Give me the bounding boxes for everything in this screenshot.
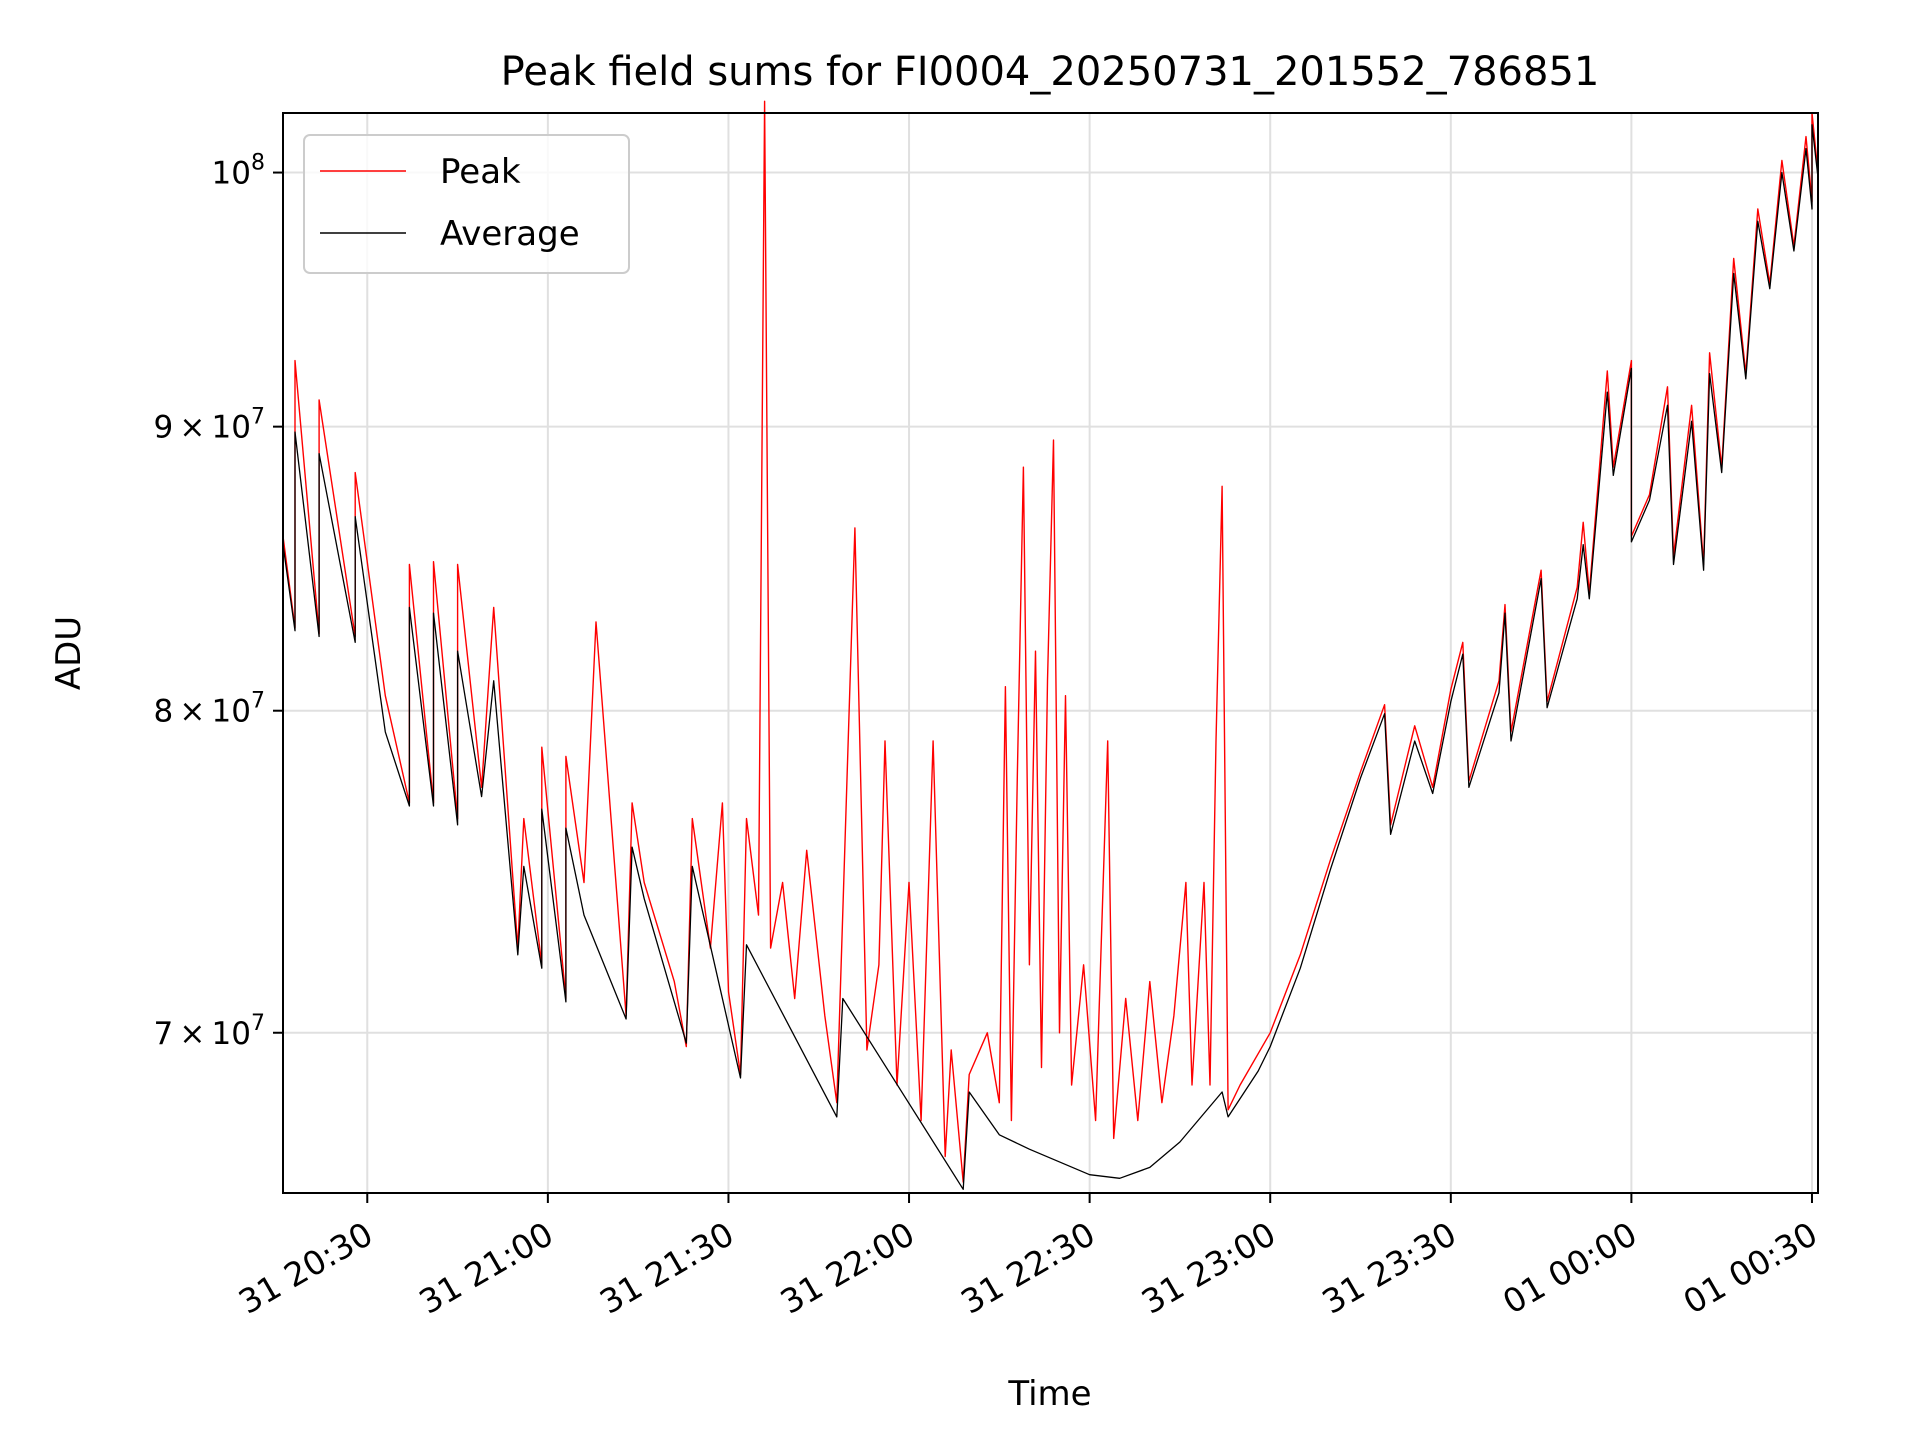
- series-layer: [282, 100, 1819, 1190]
- y-tick-label: 8 × 107: [153, 689, 265, 730]
- plot-frame: [282, 112, 1819, 1194]
- y-tick-label: 9 × 107: [153, 405, 265, 446]
- series-line-average: [282, 124, 1819, 1190]
- legend-label-average: Average: [440, 214, 580, 254]
- legend: Peak Average: [303, 134, 630, 274]
- y-axis-label: ADU: [49, 616, 89, 690]
- legend-box: [303, 134, 630, 274]
- series-line-peak: [282, 100, 1819, 1183]
- x-axis-label: Time: [1007, 1374, 1091, 1414]
- legend-label-peak: Peak: [440, 152, 521, 192]
- y-tick-label: 7 × 107: [153, 1011, 265, 1052]
- chart-title: Peak field sums for FI0004_20250731_2015…: [501, 49, 1600, 95]
- grid-layer: [283, 113, 1818, 1193]
